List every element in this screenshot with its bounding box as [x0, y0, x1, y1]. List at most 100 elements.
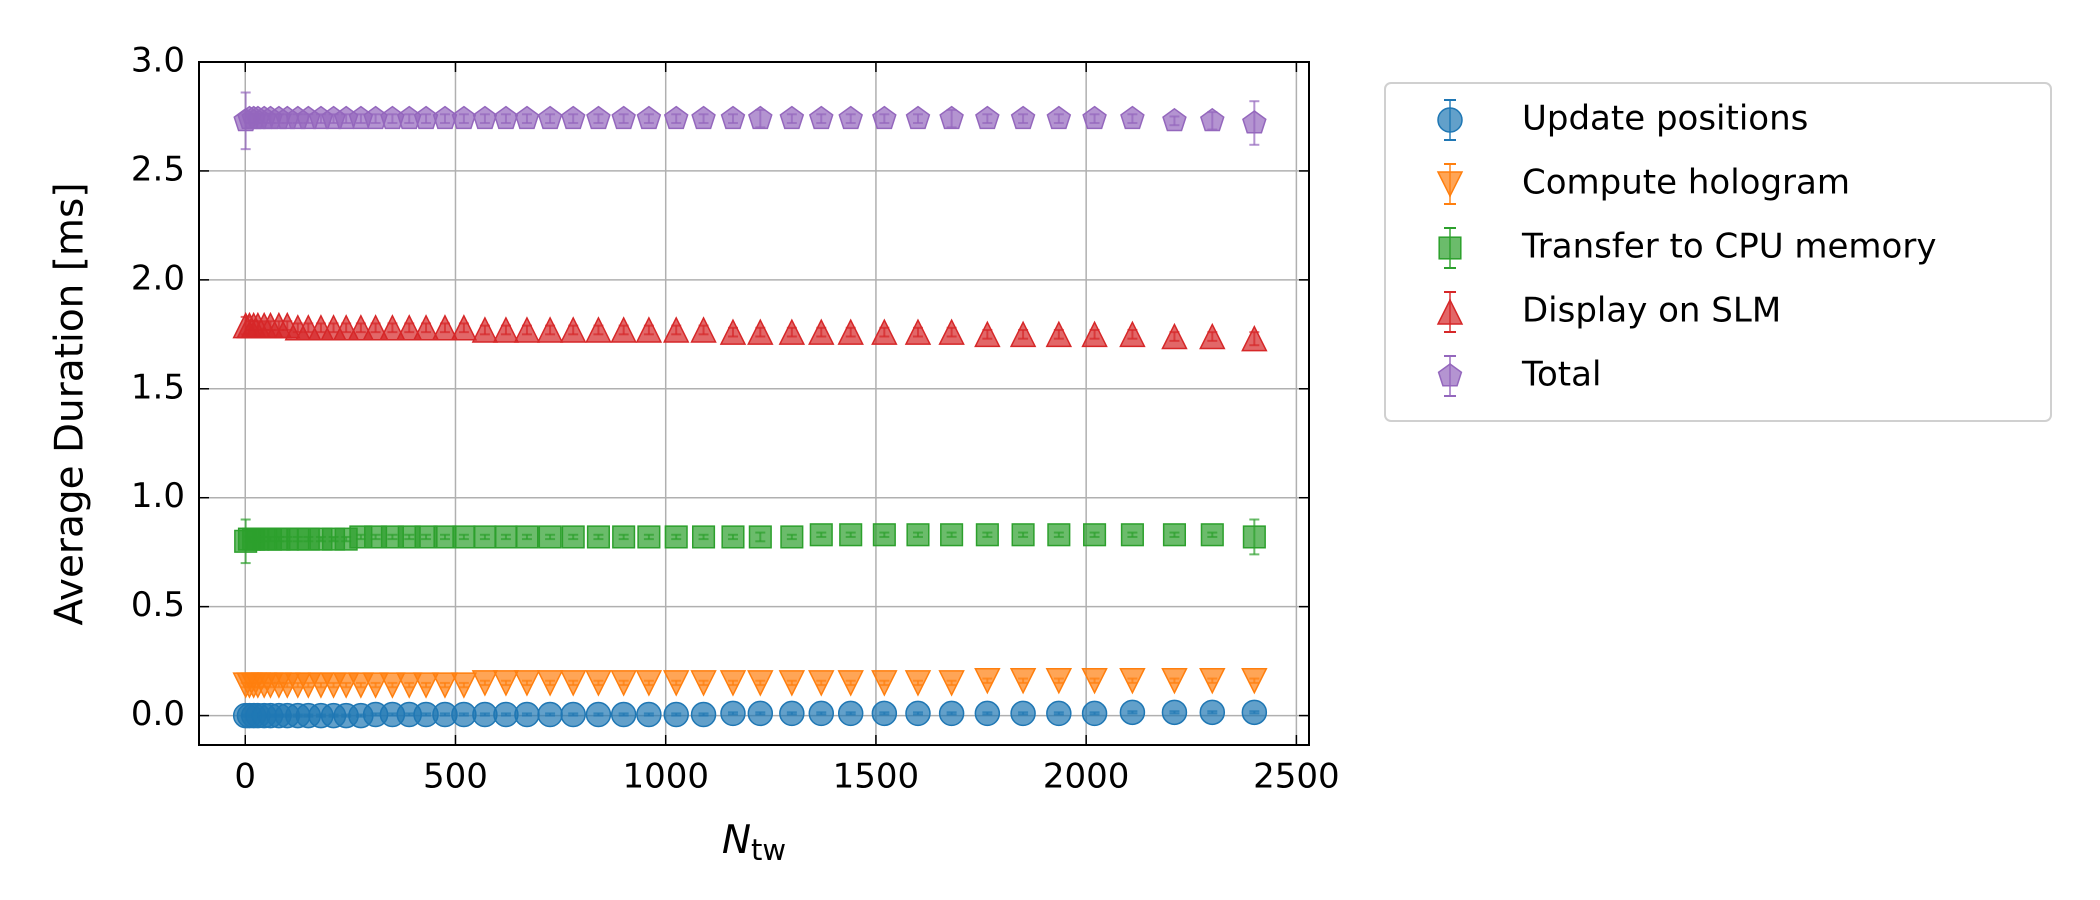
marker [396, 672, 423, 699]
y-tick-label: 2.5 [131, 149, 185, 189]
marker [585, 701, 612, 728]
marker [561, 525, 585, 549]
marker [637, 525, 661, 549]
marker [905, 700, 931, 727]
marker [450, 314, 478, 341]
marker [1161, 322, 1188, 350]
marker [514, 701, 540, 728]
marker [636, 701, 662, 728]
marker [472, 105, 498, 130]
marker [838, 105, 863, 130]
marker [1241, 699, 1268, 726]
legend-entry: Total [1437, 355, 1601, 397]
marker [778, 318, 806, 345]
x-tick-label: 1500 [833, 757, 920, 797]
marker [691, 525, 716, 549]
marker [1241, 667, 1268, 695]
marker [938, 318, 965, 345]
legend-marker [1437, 107, 1463, 133]
marker [808, 700, 835, 727]
marker [837, 670, 864, 697]
marker [1083, 523, 1107, 547]
legend-marker [1436, 298, 1464, 325]
marker [938, 670, 965, 697]
x-axis-label-subscript: tw [751, 833, 786, 867]
marker [871, 318, 898, 345]
marker [906, 523, 930, 547]
legend-marker [1436, 171, 1464, 198]
marker [747, 700, 774, 727]
marker [515, 525, 539, 549]
marker [1010, 105, 1036, 130]
marker [664, 525, 688, 549]
marker [691, 105, 716, 130]
marker [748, 525, 772, 549]
marker [536, 670, 564, 697]
legend-label: Update positions [1522, 99, 1808, 139]
marker [1162, 523, 1187, 547]
marker [586, 525, 610, 549]
marker [1045, 320, 1073, 348]
marker [396, 314, 423, 341]
marker [1162, 107, 1187, 132]
marker [1200, 523, 1224, 547]
marker [611, 105, 636, 130]
marker [1161, 699, 1188, 726]
marker [663, 105, 689, 130]
marker [1119, 667, 1146, 695]
y-tick-label: 3.0 [131, 41, 185, 81]
marker [975, 105, 1000, 130]
marker [1120, 523, 1144, 547]
marker [1200, 107, 1225, 132]
marker [690, 316, 717, 343]
marker [610, 316, 637, 343]
marker [663, 670, 690, 697]
marker [635, 670, 663, 697]
x-tick-label: 1000 [622, 757, 709, 797]
y-axis-label: Average Duration [ms] [48, 182, 93, 625]
x-tick-label: 0 [234, 757, 256, 797]
marker [1081, 667, 1108, 695]
marker [720, 700, 746, 727]
marker [974, 667, 1001, 695]
legend-entry: Update positions [1437, 99, 1808, 141]
marker [513, 670, 541, 697]
marker [362, 672, 389, 699]
marker [938, 700, 965, 727]
marker [635, 316, 663, 343]
marker [871, 700, 898, 727]
marker [560, 105, 586, 130]
marker [719, 670, 747, 697]
marker [1199, 667, 1226, 695]
marker [747, 670, 774, 697]
marker [1045, 667, 1073, 695]
marker [1009, 667, 1037, 695]
marker [559, 670, 587, 697]
y-tick-label: 1.0 [131, 476, 185, 516]
marker [536, 316, 564, 343]
marker [471, 670, 499, 697]
marker [1242, 525, 1266, 549]
marker [452, 525, 476, 549]
marker [493, 105, 519, 130]
marker [492, 316, 520, 343]
marker [1242, 110, 1267, 134]
legend-entry: Transfer to CPU memory [1438, 227, 1936, 269]
marker [690, 670, 717, 697]
marker [720, 105, 746, 130]
legend-label: Transfer to CPU memory [1521, 227, 1936, 267]
marker [559, 316, 587, 343]
marker [974, 320, 1001, 348]
marker [1199, 322, 1226, 350]
y-tick-label: 2.0 [131, 258, 185, 298]
marker [719, 318, 747, 345]
marker [450, 672, 478, 699]
marker [871, 670, 898, 697]
legend-marker [1437, 363, 1463, 387]
marker [451, 105, 477, 130]
marker [362, 314, 389, 341]
marker [1081, 320, 1108, 348]
marker [809, 523, 833, 547]
marker [412, 672, 440, 699]
